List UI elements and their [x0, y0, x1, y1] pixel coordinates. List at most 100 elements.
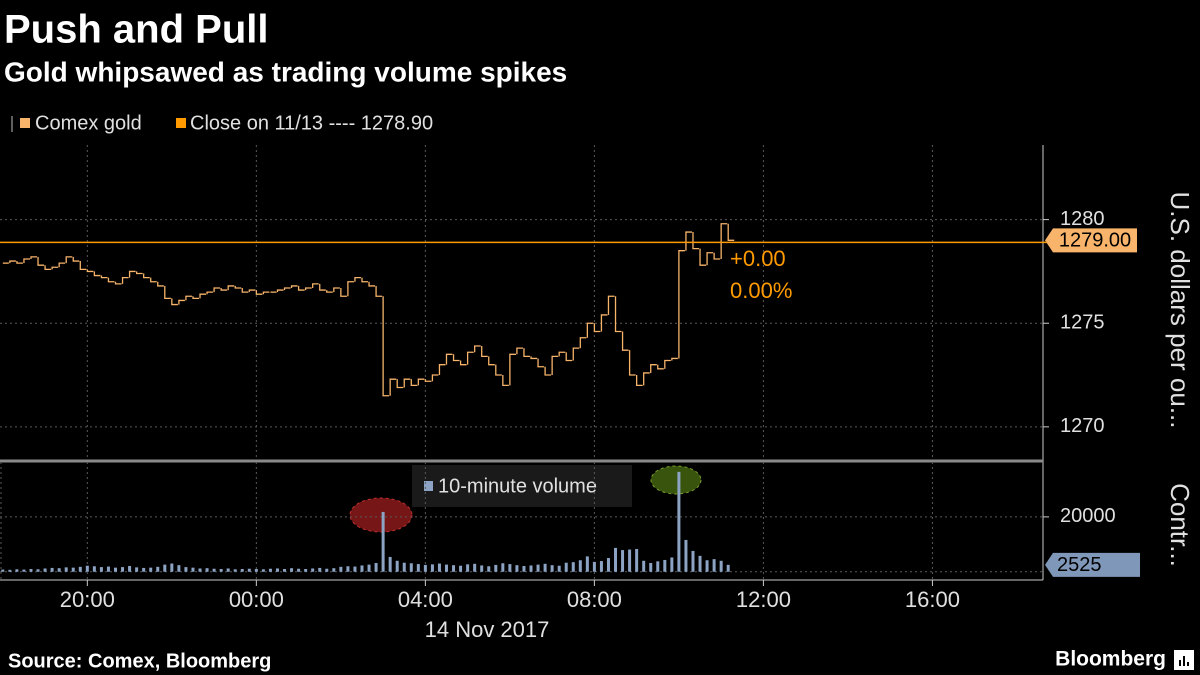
price-step [699, 248, 707, 266]
volume-bar [423, 564, 427, 572]
volume-bar [388, 556, 392, 572]
volume-bar [78, 566, 82, 572]
volume-bar [283, 569, 287, 572]
volume-bar [254, 569, 258, 572]
volume-bar [339, 566, 343, 572]
volume-bar [135, 567, 139, 572]
highlight-ellipse [650, 465, 702, 495]
volume-bar [184, 567, 188, 572]
x-tick-label: 12:00 [736, 587, 791, 612]
volume-bar [311, 568, 315, 572]
price-step [150, 277, 157, 283]
volume-bar [8, 569, 12, 572]
brand: Bloomberg [1055, 648, 1166, 671]
price-step [537, 358, 545, 368]
volume-bar [543, 563, 547, 572]
price-step [51, 266, 59, 270]
price-step [382, 296, 390, 397]
price-step [333, 287, 340, 293]
volume-bar [402, 562, 406, 572]
volume-bar [64, 567, 68, 572]
price-step [509, 353, 516, 386]
legend-box [412, 465, 632, 507]
price-step [650, 364, 657, 373]
annotation: +0.00 [730, 246, 786, 271]
volume-bar [473, 563, 477, 572]
volume-bar [1, 569, 5, 572]
last-value-tag [1045, 228, 1137, 253]
price-step [157, 281, 164, 287]
x-axis-title: 14 Nov 2017 [425, 617, 550, 642]
volume-bar [480, 565, 484, 572]
volume-bar [529, 565, 533, 572]
price-step [114, 281, 122, 285]
volume-bar [29, 569, 33, 572]
volume-bar [92, 566, 96, 572]
price-step [558, 351, 566, 357]
price-step [396, 379, 404, 389]
volume-bar [99, 567, 103, 572]
x-tick-label: 00:00 [229, 587, 284, 612]
volume-bar [381, 511, 385, 572]
y-axis-title: Contr... [1165, 483, 1195, 567]
legend-swatch [424, 481, 433, 491]
price-step [368, 281, 376, 287]
volume-bar [444, 564, 448, 572]
title: Push and Pull [4, 8, 268, 52]
price-step [586, 322, 594, 338]
price-step [319, 283, 326, 291]
y-tick-label: 1270 [1060, 415, 1105, 437]
price-step [65, 256, 73, 264]
last-value-label: 1279.00 [1059, 230, 1131, 252]
price-step [551, 355, 559, 376]
volume-bar [452, 565, 456, 572]
price-step [37, 256, 45, 266]
price-step [9, 260, 16, 264]
price-step [643, 372, 650, 386]
price-step [600, 314, 608, 332]
price-step [234, 285, 242, 289]
price-step [410, 379, 418, 387]
price-step [481, 346, 488, 358]
x-tick-label: 16:00 [905, 587, 960, 612]
price-step [100, 275, 108, 279]
price-step [431, 374, 439, 382]
volume-bar [466, 564, 470, 572]
volume-bar [522, 566, 526, 572]
price-step [135, 271, 143, 275]
volume-bar [712, 559, 716, 572]
price-step [213, 287, 221, 293]
x-tick-label: 08:00 [567, 587, 622, 612]
price-step [375, 285, 383, 297]
price-step [417, 378, 425, 386]
volume-bar [599, 561, 603, 572]
volume-bar [290, 568, 294, 572]
legend-label: 10-minute volume [438, 475, 597, 497]
legend-swatch [20, 118, 30, 128]
legend-label: Close on 11/13 ---- 1278.90 [190, 112, 433, 134]
price-step [30, 256, 38, 259]
x-tick-label: 04:00 [398, 587, 453, 612]
brand-logo-bar [1179, 660, 1181, 666]
volume-bar [304, 569, 308, 572]
volume-bar [550, 565, 554, 572]
price-step [16, 261, 23, 264]
volume-bar [346, 566, 350, 572]
price-step [290, 285, 298, 288]
price-step [72, 256, 80, 262]
volume-bar [219, 569, 223, 572]
volume-bar [621, 550, 625, 572]
volume-bar [142, 567, 146, 572]
volume-bar [508, 564, 512, 572]
price-step [572, 347, 580, 361]
volume-bar [177, 565, 181, 572]
price-step [720, 223, 728, 259]
legend-swatch [176, 118, 186, 128]
volume-bar [226, 568, 230, 572]
price-step [220, 287, 228, 291]
price-step [678, 250, 685, 359]
volume-bar [592, 561, 596, 572]
price-step [593, 323, 601, 333]
price-step [86, 269, 94, 273]
